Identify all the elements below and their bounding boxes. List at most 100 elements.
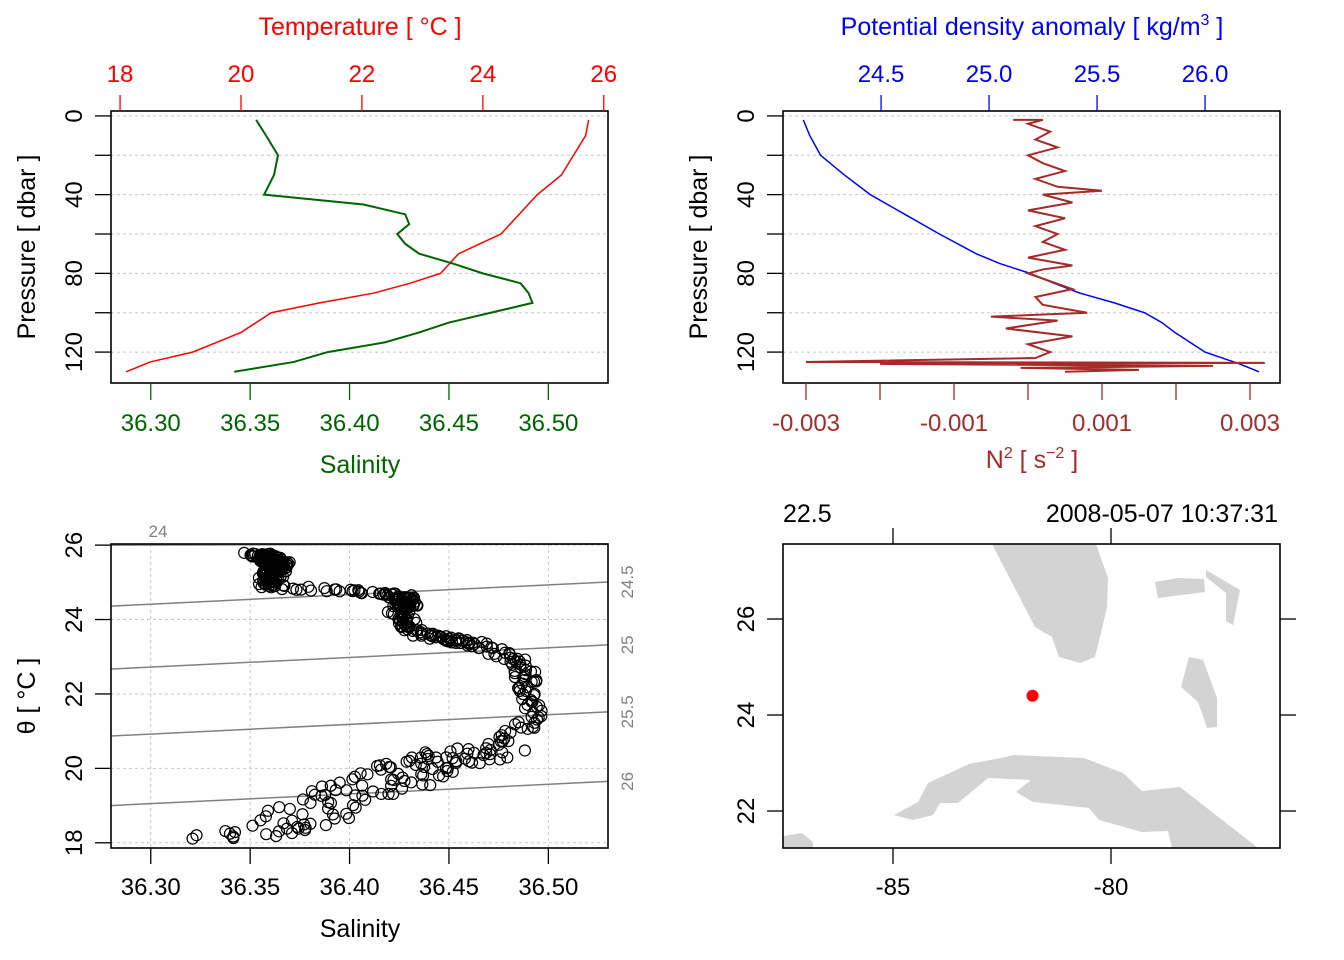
ts-point bbox=[480, 640, 493, 653]
salinity-tick-label: 36.35 bbox=[220, 410, 280, 437]
pressure-tick-label: 0 bbox=[733, 109, 760, 122]
ts-point bbox=[333, 776, 346, 789]
temperature-axis-title: Temperature [ °C ] bbox=[258, 13, 461, 41]
ts-point bbox=[526, 720, 539, 733]
temperature-tick-label: 24 bbox=[469, 61, 496, 88]
ts-point bbox=[473, 757, 486, 770]
ts-point bbox=[483, 748, 497, 761]
n2-tick-label: -0.001 bbox=[920, 410, 988, 437]
ts-point bbox=[255, 581, 268, 594]
ts-point bbox=[261, 804, 275, 817]
ts-point bbox=[346, 585, 359, 598]
ts-point bbox=[528, 721, 541, 734]
ts-point bbox=[296, 793, 310, 806]
ts-point bbox=[186, 832, 199, 845]
ts-point bbox=[319, 818, 333, 832]
ts-point bbox=[315, 780, 329, 793]
map-frame bbox=[782, 543, 1281, 849]
latitude-tick-label: 24 bbox=[733, 702, 760, 729]
ts-point bbox=[298, 823, 312, 837]
isopycnal-label: 26 bbox=[618, 772, 637, 791]
density-tick-label: 24.5 bbox=[858, 61, 905, 88]
isopycnal-line bbox=[110, 581, 609, 607]
ts-point bbox=[378, 586, 392, 600]
ts-point bbox=[508, 670, 522, 684]
salinity-axis-title: Salinity bbox=[320, 915, 401, 943]
land-bahamas bbox=[1206, 570, 1240, 625]
ts-point bbox=[436, 770, 450, 783]
ts-point bbox=[246, 819, 259, 832]
ts-point bbox=[411, 599, 424, 612]
ts-point bbox=[415, 629, 428, 642]
land-cuba bbox=[894, 755, 1258, 848]
n2-line bbox=[805, 118, 1265, 373]
ts-point bbox=[384, 779, 398, 792]
ts-point bbox=[352, 585, 366, 598]
map-top-left-label: 22.5 bbox=[783, 500, 832, 528]
panel-density-n2: Potential density anomaly [ kg/m3 ] N2 [… bbox=[685, 12, 1281, 474]
ts-point bbox=[426, 762, 439, 776]
longitude-tick-label: -85 bbox=[876, 874, 911, 901]
salinity-line bbox=[234, 119, 534, 373]
ts-point bbox=[521, 698, 534, 711]
ts-point bbox=[454, 636, 467, 650]
isopycnal-label: 25 bbox=[618, 635, 637, 654]
density-title-sup: 3 bbox=[1201, 12, 1210, 29]
ts-point bbox=[359, 793, 372, 806]
pressure-tick-label: 120 bbox=[733, 332, 760, 372]
ts-point bbox=[356, 779, 369, 792]
temperature-line bbox=[125, 119, 590, 373]
pressure-tick-label: 40 bbox=[61, 181, 88, 208]
station-marker bbox=[1026, 689, 1039, 702]
ts-point bbox=[348, 770, 361, 783]
panel-temperature-salinity: Temperature [ °C ] Salinity Pressure [ d… bbox=[13, 13, 617, 479]
n2-tick-label: 0.001 bbox=[1072, 410, 1132, 437]
ts-point bbox=[371, 759, 384, 773]
ts-point bbox=[328, 583, 341, 596]
station-datetime: 2008-05-07 10:37:31 bbox=[1046, 500, 1278, 528]
ts-point bbox=[304, 584, 318, 597]
panel-station-map: 22.5 2008-05-07 10:37:31 -85 -80 22 24 26 bbox=[733, 500, 1296, 901]
ts-point bbox=[269, 580, 282, 593]
isopycnal-label: 24 bbox=[149, 522, 168, 541]
ts-point bbox=[415, 767, 428, 781]
ts-point bbox=[190, 829, 203, 842]
salinity-axis-title: Salinity bbox=[320, 451, 401, 479]
n2-title-sup: 2 bbox=[1004, 445, 1013, 462]
n2-title-end: ] bbox=[1064, 446, 1078, 474]
salinity-tick-label: 36.35 bbox=[220, 874, 280, 901]
density-tick-label: 25.5 bbox=[1074, 61, 1121, 88]
salinity-tick-label: 36.40 bbox=[320, 874, 380, 901]
ts-point bbox=[416, 778, 429, 791]
ts-point bbox=[465, 640, 479, 653]
isopycnal-label: 24.5 bbox=[618, 565, 637, 598]
ts-point bbox=[328, 812, 341, 825]
ts-point bbox=[387, 787, 400, 801]
ts-point bbox=[296, 808, 309, 821]
temperature-tick-label: 26 bbox=[590, 61, 617, 88]
plot-frame bbox=[782, 110, 1281, 384]
ts-point bbox=[477, 748, 490, 762]
ts-point bbox=[395, 782, 409, 795]
temperature-tick-label: 22 bbox=[349, 61, 376, 88]
ts-point bbox=[275, 582, 289, 596]
ts-point bbox=[269, 829, 283, 843]
ts-point bbox=[446, 765, 459, 778]
plot-frame bbox=[110, 543, 609, 849]
ts-point bbox=[488, 647, 501, 660]
ts-point bbox=[409, 758, 422, 772]
ts-point bbox=[451, 742, 464, 755]
theta-axis-title: θ [ °C ] bbox=[13, 658, 41, 735]
theta-tick-label: 18 bbox=[61, 829, 88, 856]
density-title-end: ] bbox=[1209, 13, 1223, 41]
ts-point bbox=[498, 652, 511, 666]
ts-point bbox=[506, 658, 519, 671]
latitude-tick-label: 22 bbox=[733, 798, 760, 825]
ts-point bbox=[366, 585, 379, 599]
ts-point bbox=[375, 787, 388, 801]
temperature-tick-label: 18 bbox=[107, 61, 134, 88]
ts-point bbox=[366, 785, 380, 798]
ts-point bbox=[530, 675, 543, 688]
land-florida bbox=[992, 544, 1108, 663]
ts-point bbox=[361, 768, 374, 781]
